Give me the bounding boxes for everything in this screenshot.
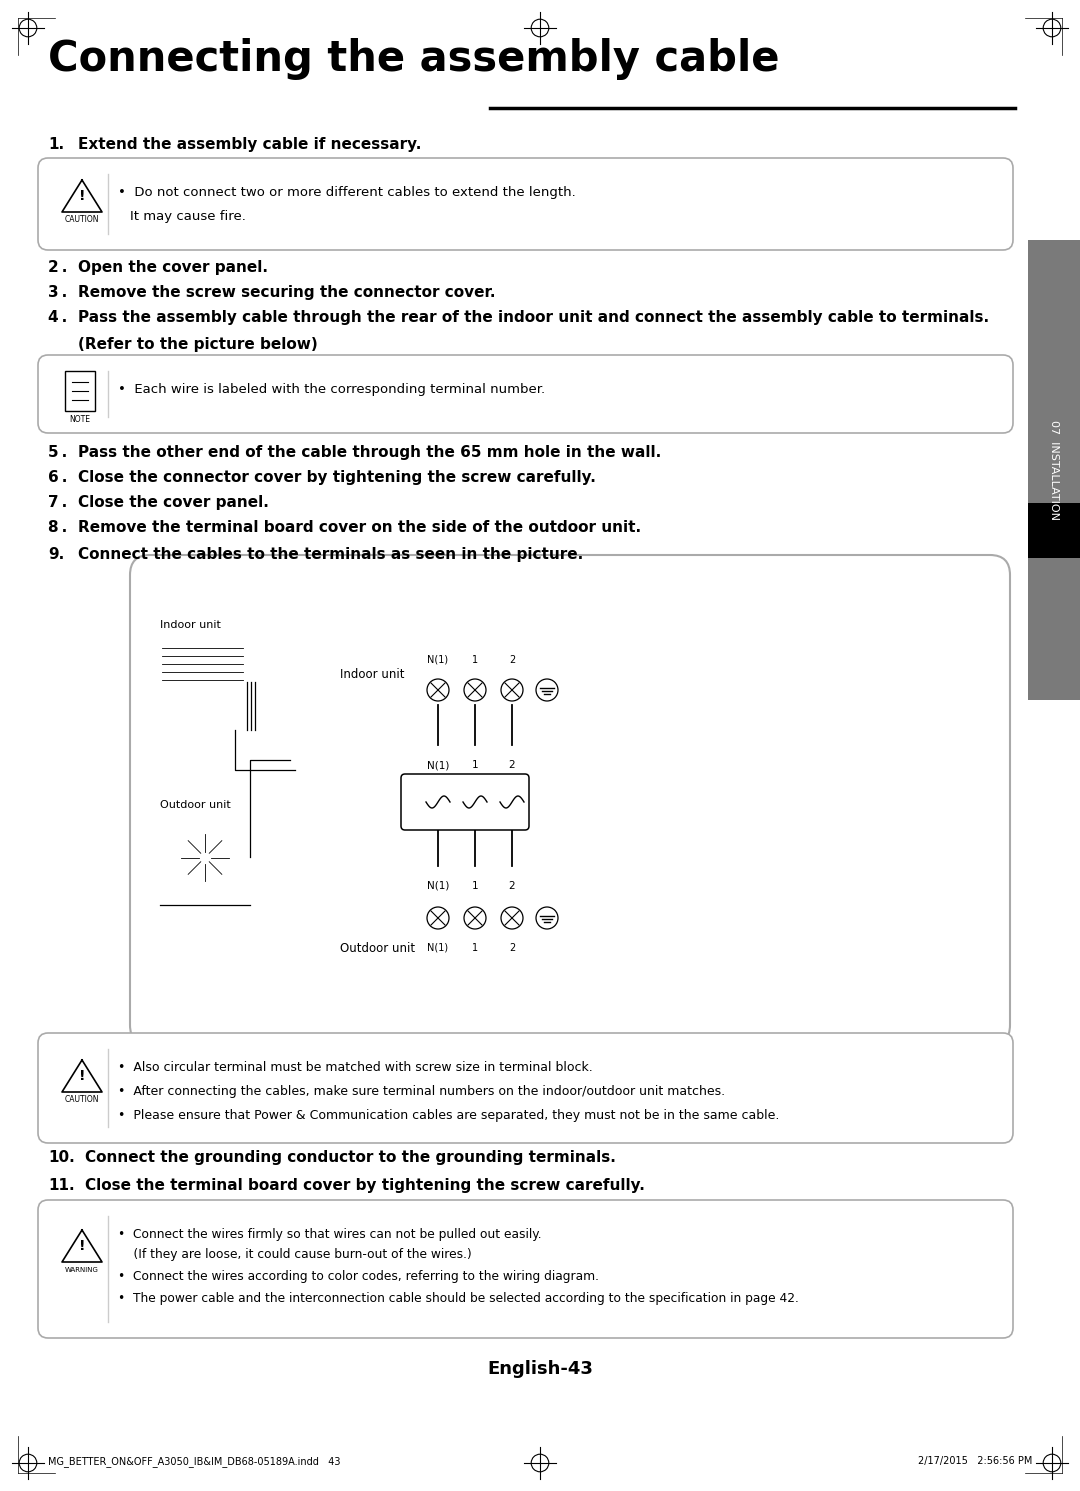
FancyBboxPatch shape [38, 1033, 1013, 1144]
FancyBboxPatch shape [494, 904, 530, 933]
Text: 3 .: 3 . [48, 285, 67, 300]
Text: Close the cover panel.: Close the cover panel. [78, 495, 269, 510]
Text: Outdoor unit: Outdoor unit [340, 941, 415, 954]
Text: 4 .: 4 . [48, 310, 67, 325]
FancyBboxPatch shape [457, 963, 492, 993]
FancyBboxPatch shape [457, 904, 492, 933]
FancyBboxPatch shape [1028, 502, 1080, 558]
FancyBboxPatch shape [457, 675, 492, 705]
Text: !: ! [79, 1239, 85, 1252]
Text: •  After connecting the cables, make sure terminal numbers on the indoor/outdoor: • After connecting the cables, make sure… [118, 1085, 725, 1097]
Text: NOTE: NOTE [69, 416, 91, 425]
Text: 1.: 1. [48, 137, 64, 152]
Text: It may cause fire.: It may cause fire. [130, 210, 246, 224]
FancyBboxPatch shape [38, 355, 1013, 432]
Text: 2/17/2015   2:56:56 PM: 2/17/2015 2:56:56 PM [918, 1457, 1032, 1466]
FancyBboxPatch shape [420, 675, 456, 705]
Text: 6 .: 6 . [48, 470, 67, 485]
Text: 2: 2 [509, 760, 515, 769]
Text: English-43: English-43 [487, 1360, 593, 1378]
Text: 7 .: 7 . [48, 495, 67, 510]
Text: •  Please ensure that Power & Communication cables are separated, they must not : • Please ensure that Power & Communicati… [118, 1109, 780, 1123]
Polygon shape [62, 1230, 102, 1261]
Text: 10.: 10. [48, 1150, 75, 1164]
Text: 8 .: 8 . [48, 520, 67, 535]
Text: •  Connect the wires firmly so that wires can not be pulled out easily.: • Connect the wires firmly so that wires… [118, 1229, 542, 1241]
Text: Connect the grounding conductor to the grounding terminals.: Connect the grounding conductor to the g… [85, 1150, 616, 1164]
FancyBboxPatch shape [38, 158, 1013, 250]
FancyBboxPatch shape [420, 904, 456, 933]
Text: N(1): N(1) [428, 655, 448, 665]
FancyBboxPatch shape [160, 820, 249, 895]
Text: Open the cover panel.: Open the cover panel. [78, 259, 268, 274]
Text: 2 .: 2 . [48, 259, 67, 274]
Text: CAUTION: CAUTION [65, 216, 99, 225]
Text: 1: 1 [472, 942, 478, 953]
FancyBboxPatch shape [66, 371, 95, 412]
FancyBboxPatch shape [420, 933, 456, 963]
Text: Connect the cables to the terminals as seen in the picture.: Connect the cables to the terminals as s… [78, 547, 583, 562]
Text: Pass the assembly cable through the rear of the indoor unit and connect the asse: Pass the assembly cable through the rear… [78, 310, 989, 325]
FancyBboxPatch shape [130, 555, 1010, 1045]
Text: Remove the terminal board cover on the side of the outdoor unit.: Remove the terminal board cover on the s… [78, 520, 642, 535]
FancyBboxPatch shape [160, 640, 245, 681]
Text: (If they are loose, it could cause burn-out of the wires.): (If they are loose, it could cause burn-… [118, 1248, 472, 1261]
FancyBboxPatch shape [494, 963, 530, 993]
Text: 1: 1 [472, 760, 478, 769]
Text: N(1): N(1) [427, 881, 449, 892]
Text: 1: 1 [472, 881, 478, 892]
FancyBboxPatch shape [420, 614, 456, 646]
Text: Indoor unit: Indoor unit [160, 620, 221, 631]
Text: MG_BETTER_ON&OFF_A3050_IB&IM_DB68-05189A.indd   43: MG_BETTER_ON&OFF_A3050_IB&IM_DB68-05189A… [48, 1457, 340, 1467]
Text: N(1): N(1) [428, 942, 448, 953]
FancyBboxPatch shape [494, 933, 530, 963]
Text: 11.: 11. [48, 1178, 75, 1193]
Text: Indoor unit: Indoor unit [340, 668, 405, 681]
FancyBboxPatch shape [457, 646, 492, 675]
FancyBboxPatch shape [420, 646, 456, 675]
Text: •  Each wire is labeled with the corresponding terminal number.: • Each wire is labeled with the correspo… [118, 383, 545, 397]
Polygon shape [62, 1060, 102, 1091]
Text: Outdoor unit: Outdoor unit [160, 801, 231, 810]
FancyBboxPatch shape [457, 614, 492, 646]
Text: (Refer to the picture below): (Refer to the picture below) [78, 337, 318, 352]
Text: 5 .: 5 . [48, 444, 67, 461]
FancyBboxPatch shape [401, 774, 529, 830]
Text: 9.: 9. [48, 547, 64, 562]
Text: •  The power cable and the interconnection cable should be selected according to: • The power cable and the interconnectio… [118, 1293, 799, 1305]
Text: N(1): N(1) [427, 760, 449, 769]
Text: !: ! [79, 189, 85, 203]
FancyBboxPatch shape [494, 646, 530, 675]
Circle shape [200, 853, 210, 862]
Text: •  Connect the wires according to color codes, referring to the wiring diagram.: • Connect the wires according to color c… [118, 1270, 599, 1282]
Text: WARNING: WARNING [65, 1267, 99, 1273]
Text: Close the connector cover by tightening the screw carefully.: Close the connector cover by tightening … [78, 470, 596, 485]
Text: 2: 2 [509, 881, 515, 892]
FancyBboxPatch shape [494, 614, 530, 646]
Text: •  Also circular terminal must be matched with screw size in terminal block.: • Also circular terminal must be matched… [118, 1062, 593, 1074]
Text: CAUTION: CAUTION [65, 1096, 99, 1105]
Text: Pass the other end of the cable through the 65 mm hole in the wall.: Pass the other end of the cable through … [78, 444, 661, 461]
FancyBboxPatch shape [494, 675, 530, 705]
FancyBboxPatch shape [1028, 240, 1080, 699]
Text: 1: 1 [472, 655, 478, 665]
Text: !: ! [79, 1069, 85, 1082]
FancyBboxPatch shape [38, 1200, 1013, 1337]
Text: Connecting the assembly cable: Connecting the assembly cable [48, 37, 780, 81]
Text: •  Do not connect two or more different cables to extend the length.: • Do not connect two or more different c… [118, 186, 576, 198]
Text: Extend the assembly cable if necessary.: Extend the assembly cable if necessary. [78, 137, 421, 152]
Text: Remove the screw securing the connector cover.: Remove the screw securing the connector … [78, 285, 496, 300]
FancyBboxPatch shape [457, 933, 492, 963]
Polygon shape [62, 180, 102, 212]
FancyBboxPatch shape [420, 963, 456, 993]
Text: 2: 2 [509, 655, 515, 665]
Text: 2: 2 [509, 942, 515, 953]
FancyBboxPatch shape [240, 662, 255, 675]
Text: 07  INSTALLATION: 07 INSTALLATION [1049, 420, 1059, 520]
Text: Close the terminal board cover by tightening the screw carefully.: Close the terminal board cover by tighte… [85, 1178, 645, 1193]
